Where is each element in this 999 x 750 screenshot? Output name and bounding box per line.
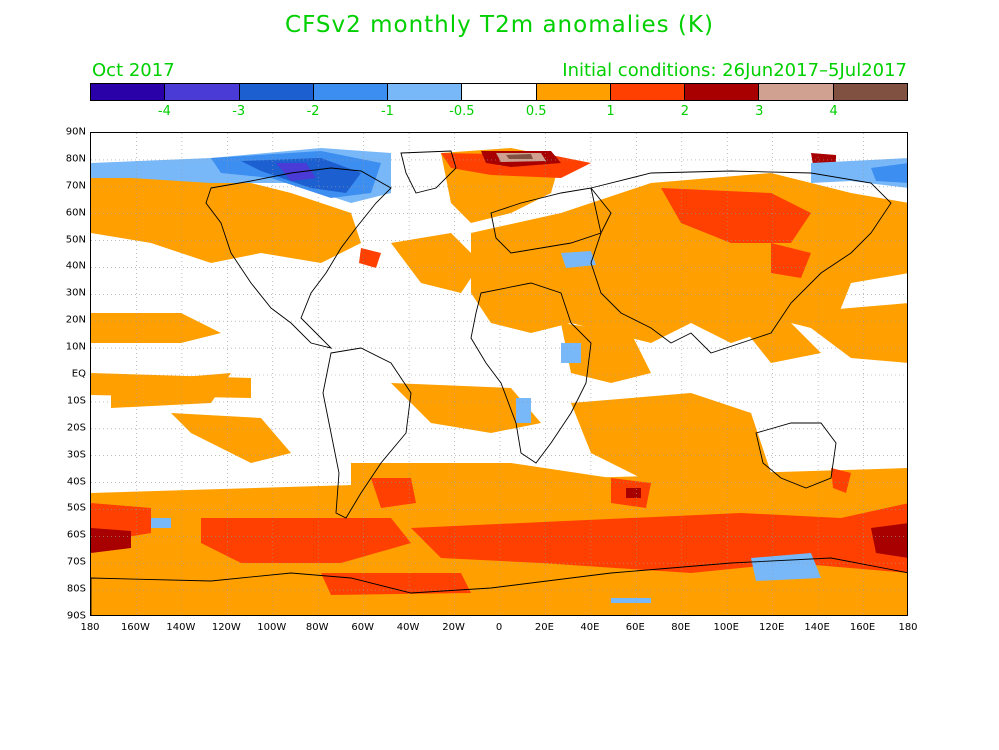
- latitude-label: 20S: [66, 422, 86, 434]
- longitude-label: 40W: [396, 622, 420, 633]
- longitude-label: 60W: [351, 622, 374, 633]
- colorbar-tick-label: 3: [755, 104, 764, 119]
- latitude-label: 60N: [65, 207, 86, 219]
- colorbar-segment: [833, 84, 907, 100]
- longitude-label: 0: [495, 622, 503, 633]
- longitude-label: 40E: [580, 622, 600, 633]
- colorbar-tick-label: 0.5: [525, 104, 547, 119]
- longitude-label: 160E: [849, 622, 876, 633]
- latitude-label: 30N: [65, 287, 86, 299]
- map-title: CFSv2 monthly T2m anomalies (K): [285, 12, 714, 38]
- latitude-label: 80N: [65, 153, 86, 165]
- latitude-label: 50N: [65, 234, 86, 246]
- latitude-label: 30S: [66, 449, 86, 461]
- latitude-label: 60S: [66, 529, 86, 541]
- colorbar-segment: [239, 84, 314, 100]
- forecast-month: Oct 2017: [92, 60, 175, 81]
- longitude-label: 100E: [713, 622, 739, 633]
- longitude-label: 20E: [534, 622, 554, 633]
- latitude-label: 50S: [66, 502, 86, 514]
- longitude-label: 120E: [758, 622, 785, 633]
- longitude-label: 80W: [305, 622, 329, 633]
- colorbar-segment: [388, 84, 463, 100]
- longitude-label: 80E: [671, 622, 691, 633]
- colorbar: [90, 83, 908, 101]
- latitude-label: EQ: [71, 368, 86, 380]
- colorbar-tick-label: -2: [306, 104, 320, 119]
- colorbar-segment: [759, 84, 834, 100]
- anomaly-warm-5-fields: [506, 154, 533, 159]
- longitude-label: 140W: [166, 622, 196, 633]
- colorbar-segment: [313, 84, 389, 100]
- colorbar-tick-label: 2: [680, 104, 690, 119]
- longitude-label: 20W: [442, 622, 465, 633]
- longitude-label: 180: [80, 622, 100, 633]
- latitude-label: 40N: [65, 260, 86, 272]
- initial-conditions: Initial conditions: 26Jun2017–5Jul2017: [562, 60, 907, 81]
- graticule: [91, 133, 907, 615]
- anomaly-map-svg: [91, 133, 907, 615]
- longitude-label: 120W: [211, 622, 241, 633]
- latitude-label: 10S: [66, 395, 86, 407]
- longitude-label: 180: [898, 622, 918, 633]
- colorbar-segment: [536, 84, 611, 100]
- latitude-label: 10N: [65, 341, 86, 353]
- colorbar-tick-label: 1: [606, 104, 615, 119]
- colorbar-tick-label: -0.5: [449, 104, 475, 119]
- longitude-label: 100W: [257, 622, 287, 633]
- latitude-label: 90N: [65, 126, 86, 138]
- colorbar-segment: [610, 84, 686, 100]
- latitude-label: 20N: [65, 314, 86, 326]
- longitude-label: 160W: [120, 622, 150, 633]
- latitude-label: 40S: [66, 476, 86, 488]
- colorbar-segment: [91, 84, 166, 100]
- colorbar-segment: [165, 84, 240, 100]
- latitude-label: 70S: [66, 556, 86, 568]
- colorbar-tick-label: -3: [232, 104, 246, 119]
- colorbar-segment: [685, 84, 760, 100]
- colorbar-tick-label: -4: [157, 104, 171, 119]
- latitude-label: 70N: [65, 180, 86, 192]
- colorbar-segment: [462, 84, 537, 100]
- anomaly-map: [90, 132, 908, 616]
- longitude-label: 60E: [625, 622, 645, 633]
- colorbar-tick-label: -1: [380, 104, 394, 119]
- latitude-label: 90S: [66, 610, 86, 622]
- longitude-label: 140E: [804, 622, 830, 633]
- latitude-label: 80S: [66, 583, 86, 595]
- colorbar-tick-label: 4: [829, 104, 838, 119]
- coastlines: [91, 150, 907, 615]
